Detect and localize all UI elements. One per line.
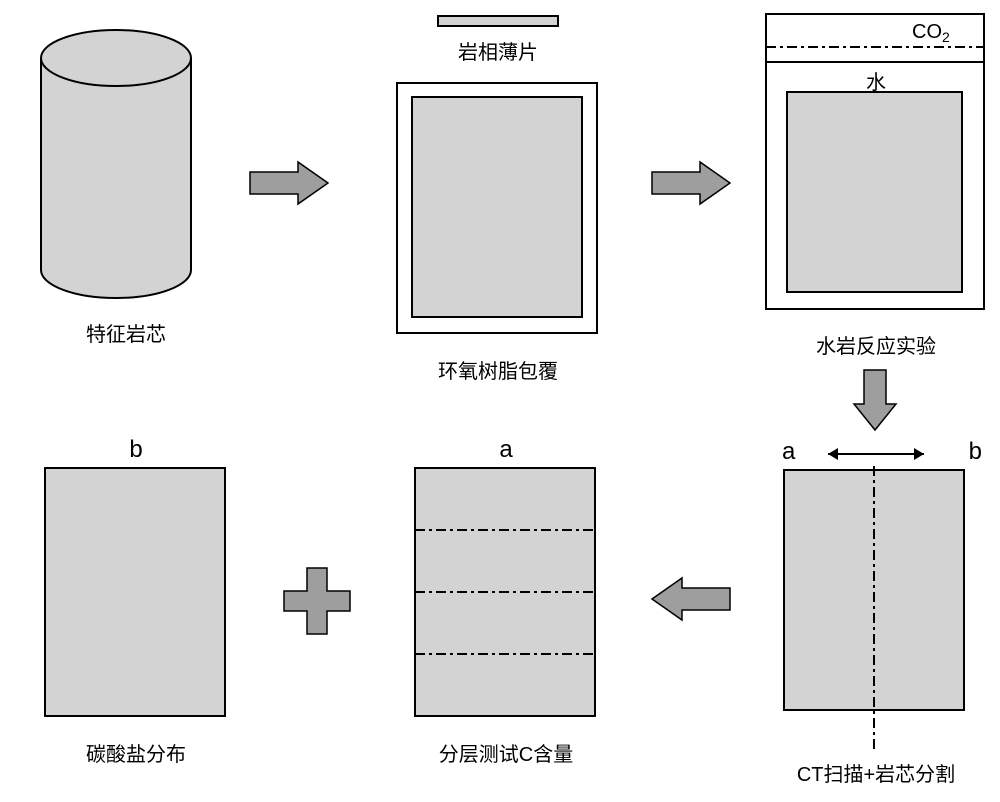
stage5-caption: 分层测试C含量 bbox=[406, 738, 606, 767]
distribution-block bbox=[41, 464, 231, 720]
thin-slice-label: 岩相薄片 bbox=[388, 36, 608, 65]
reaction-vessel: CO 2 bbox=[762, 12, 988, 312]
stage-water-rock-reaction: CO 2 水 水岩反应实验 bbox=[762, 12, 990, 359]
stage-layered-c-test: a 分层测试C含量 bbox=[406, 436, 606, 767]
split-label-a: a bbox=[782, 438, 795, 466]
dist-label-b: b bbox=[36, 436, 236, 464]
split-label-b: b bbox=[969, 438, 982, 466]
arrow-s3-s4 bbox=[852, 368, 898, 437]
stage2-caption: 环氧树脂包覆 bbox=[388, 355, 608, 384]
thin-slice-shape bbox=[388, 12, 608, 32]
stage-carbonate-distribution: b 碳酸盐分布 bbox=[36, 436, 236, 767]
cylinder-shape bbox=[36, 28, 196, 300]
layered-block bbox=[411, 464, 601, 720]
plus-icon bbox=[282, 566, 352, 641]
arrow-s4-s5 bbox=[650, 576, 732, 627]
stage-core-cylinder: 特征岩芯 bbox=[36, 28, 216, 347]
svg-text:2: 2 bbox=[942, 29, 950, 45]
stage3-caption: 水岩反应实验 bbox=[762, 330, 990, 359]
stage6-caption: 碳酸盐分布 bbox=[36, 738, 236, 767]
stage-ct-scan-split: a b CT扫描+岩芯分割 bbox=[776, 438, 976, 787]
ct-block bbox=[776, 466, 976, 754]
arrow-s1-s2 bbox=[248, 160, 330, 211]
layer-label-a: a bbox=[406, 436, 606, 464]
double-arrow-icon bbox=[816, 444, 936, 464]
epoxy-block bbox=[393, 79, 603, 337]
stage1-caption: 特征岩芯 bbox=[36, 318, 216, 347]
stage4-caption: CT扫描+岩芯分割 bbox=[776, 758, 976, 787]
stage-epoxy-coating: 岩相薄片 环氧树脂包覆 bbox=[388, 12, 608, 384]
co2-label: CO bbox=[912, 21, 942, 43]
water-label: 水 bbox=[762, 66, 990, 95]
arrow-s2-s3 bbox=[650, 160, 732, 211]
